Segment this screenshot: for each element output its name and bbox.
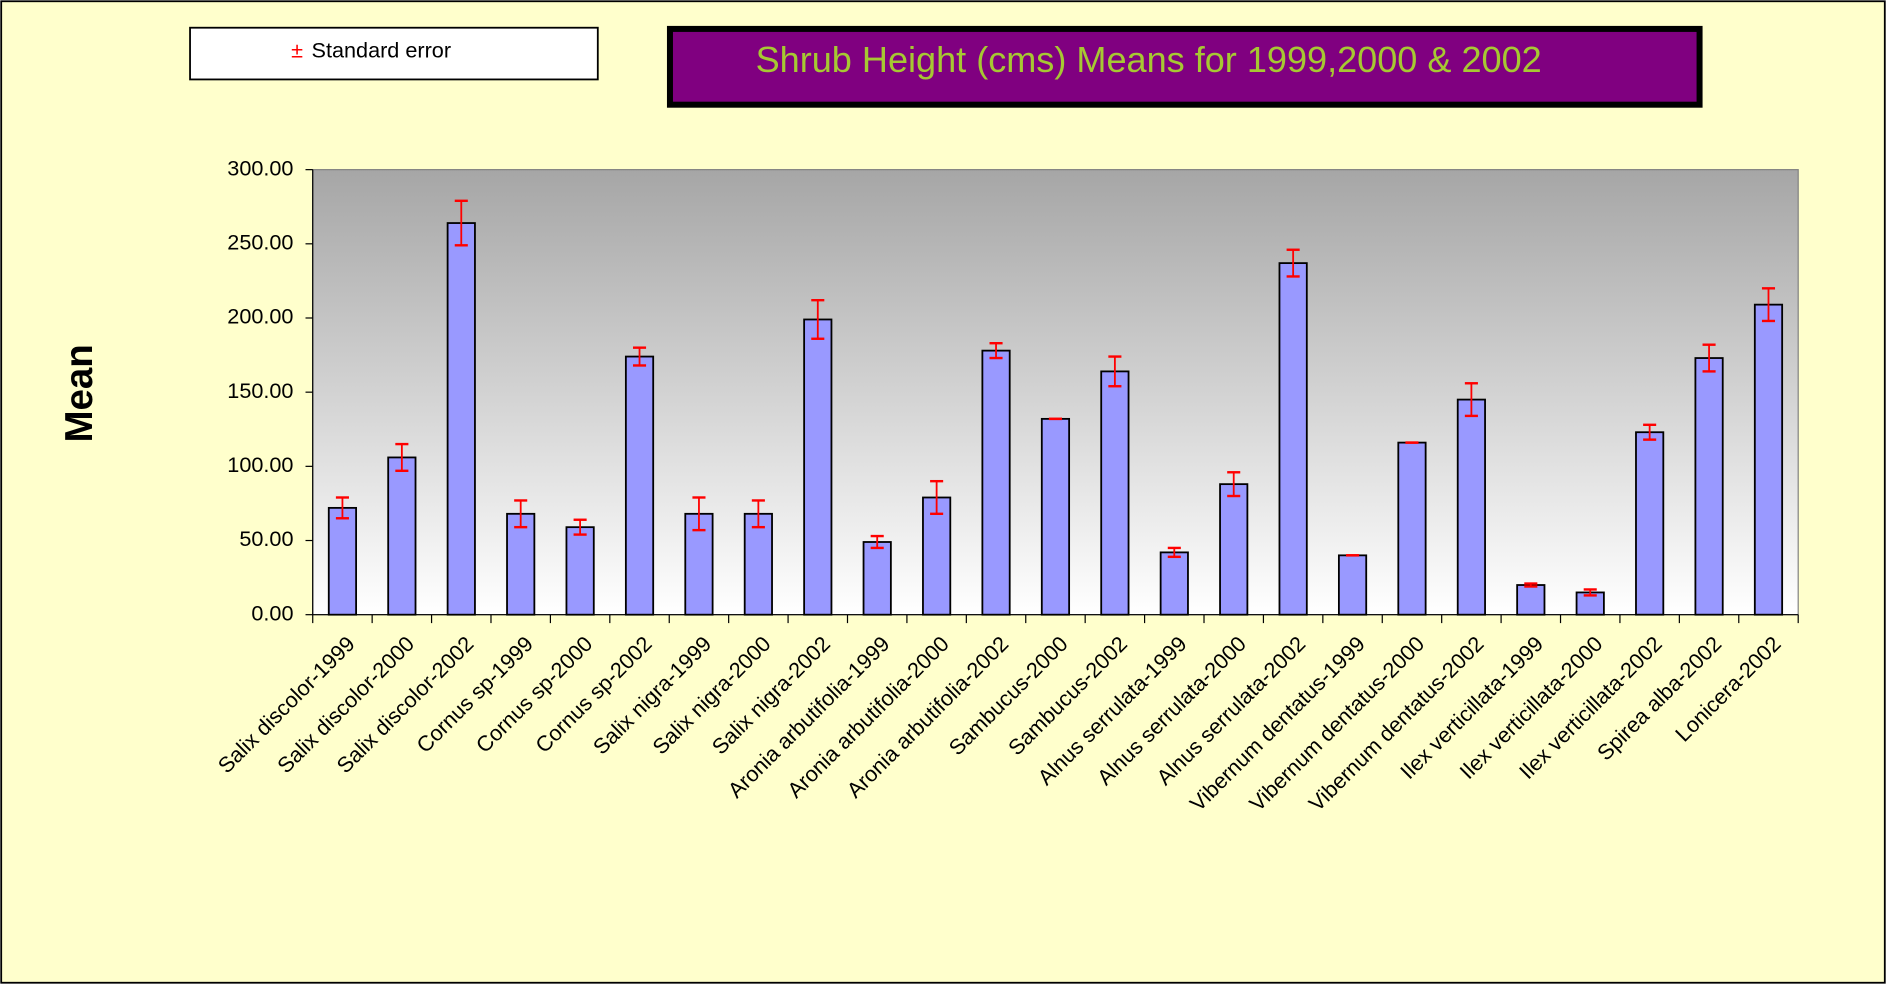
bar xyxy=(981,349,1011,616)
bar xyxy=(506,512,536,616)
y-tick-label: 300.00 xyxy=(227,155,293,180)
bar xyxy=(1278,262,1308,616)
legend-symbol: ± xyxy=(291,37,303,62)
bar xyxy=(1635,431,1665,616)
title-box xyxy=(666,25,1703,108)
legend-label: Standard error xyxy=(312,37,452,62)
bar xyxy=(862,541,892,616)
bar xyxy=(1753,303,1784,616)
bar xyxy=(624,355,655,616)
bar xyxy=(1456,398,1486,616)
legend-box xyxy=(189,26,599,81)
bar xyxy=(743,512,773,616)
chart-title: Shrub Height (cms) Means for 1999,2000 &… xyxy=(756,39,1542,80)
bar xyxy=(1159,551,1189,616)
bar xyxy=(446,222,476,616)
bar xyxy=(327,506,358,616)
bar xyxy=(1397,441,1427,616)
bar xyxy=(1337,554,1368,616)
y-tick-label: 0.00 xyxy=(251,600,293,625)
bar xyxy=(387,456,417,616)
y-tick-label: 100.00 xyxy=(227,452,293,477)
bar xyxy=(803,318,833,616)
bar xyxy=(922,496,952,616)
bar xyxy=(565,526,595,616)
y-tick-label: 200.00 xyxy=(227,304,293,329)
bar xyxy=(1100,370,1130,616)
bar xyxy=(1219,483,1249,616)
y-tick-label: 50.00 xyxy=(239,526,293,551)
bar xyxy=(1694,357,1724,616)
bar xyxy=(1516,584,1546,616)
y-tick-label: 150.00 xyxy=(227,378,293,403)
y-axis-label: Mean xyxy=(58,344,101,442)
y-tick-label: 250.00 xyxy=(227,230,293,255)
bar xyxy=(1040,417,1071,616)
bar xyxy=(684,512,714,616)
